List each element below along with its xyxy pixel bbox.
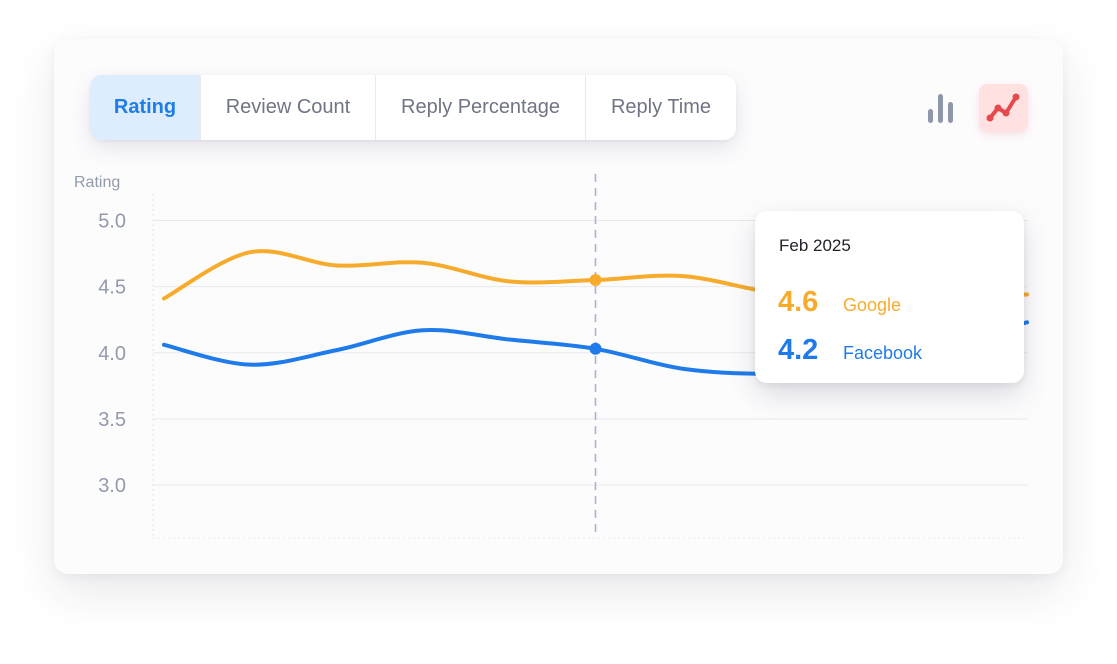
tooltip-facebook-value: 4.2 [778,334,819,366]
y-tick-label: 5.0 [98,210,126,232]
tab-reply-percentage[interactable]: Reply Percentage [376,75,586,140]
y-tick-label: 3.0 [98,475,126,497]
bar-chart-toggle[interactable] [920,86,966,132]
y-tick-label: 4.5 [98,277,126,299]
tooltip-google-label: Google [843,295,902,315]
tooltip-facebook-row: 4.2 Facebook [778,333,922,370]
line-chart-toggle[interactable] [979,84,1028,132]
hover-layer [589,174,602,538]
y-axis-title: Rating [74,174,120,191]
metric-tabs: Rating Review Count Reply Percentage Rep… [90,75,736,140]
y-tick-label: 3.5 [98,409,126,431]
tooltip-facebook-label: Facebook [843,343,923,363]
tooltip-date: Feb 2025 [779,236,851,255]
tab-rating[interactable]: Rating [90,75,201,140]
line-chart-icon [986,93,1020,122]
tooltip-google-value: 4.6 [778,286,819,318]
y-tick-label: 4.0 [98,343,126,365]
tooltip-google-row: 4.6 Google [778,285,901,322]
hover-tooltip: Feb 2025 4.6 Google 4.2 Facebook [755,211,1024,383]
facebook-hover-point [589,342,602,355]
bar-chart-icon [928,94,953,123]
google-hover-point [589,274,602,286]
tab-reply-time[interactable]: Reply Time [610,96,712,118]
tab-review-count[interactable]: Review Count [201,75,376,140]
